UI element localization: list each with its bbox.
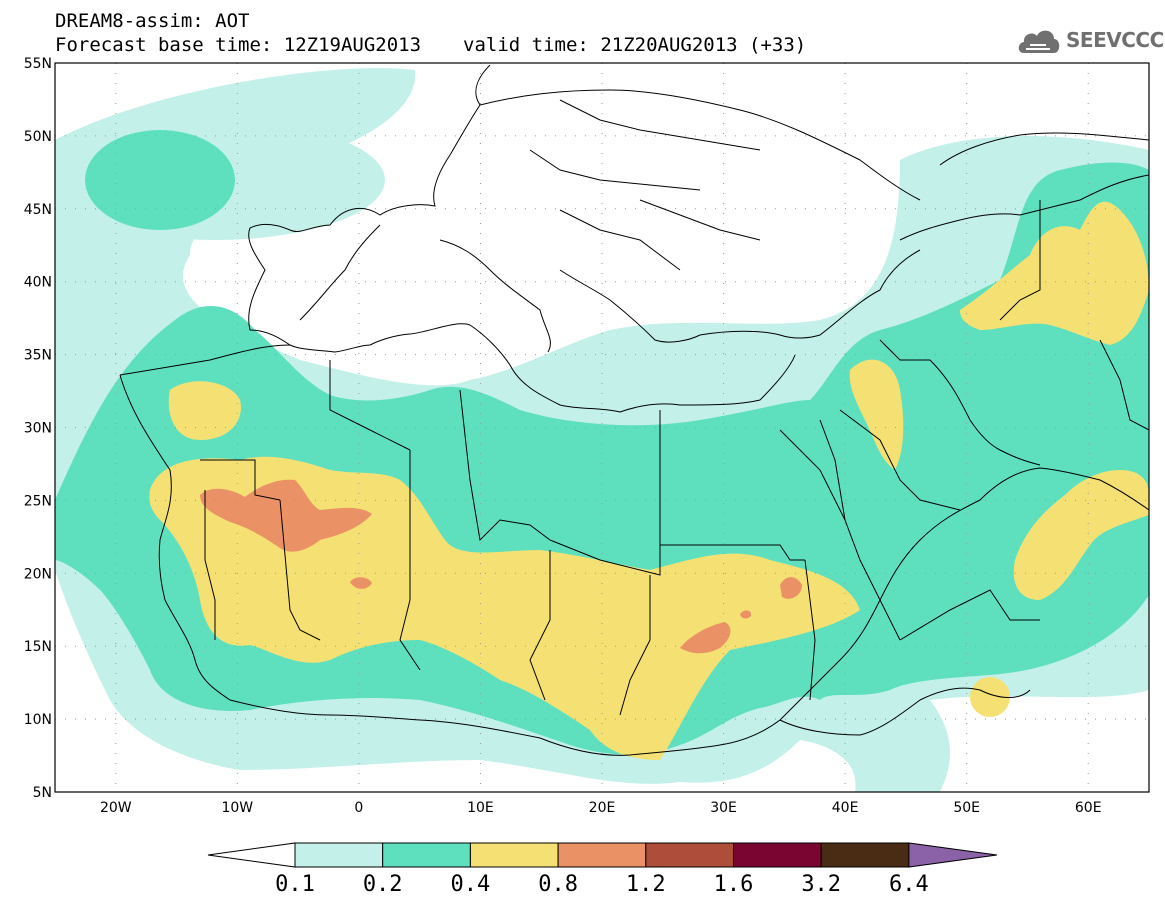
colorbar-level-label: 6.4 <box>889 872 929 897</box>
latitude-label: 20N <box>24 566 52 582</box>
colorbar-labels: 0.1 0.2 0.4 0.8 1.2 1.6 3.2 6.4 <box>275 872 929 897</box>
latitude-label: 45N <box>24 202 52 218</box>
colorbar-level-label: 1.2 <box>626 872 666 897</box>
latitude-labels: 55N 50N 45N 40N 35N 30N 25N 20N 15N 10N 5N <box>24 56 52 801</box>
longitude-label: 0 <box>354 800 363 816</box>
colorbar-over-triangle <box>908 842 997 868</box>
latitude-label: 25N <box>24 493 52 509</box>
longitude-label: 30E <box>710 800 737 816</box>
colorbar-segment <box>469 842 559 868</box>
longitude-label: 10E <box>467 800 494 816</box>
colorbar-level-label: 0.4 <box>451 872 491 897</box>
colorbar-segment <box>820 842 910 868</box>
colorbar-segment <box>645 842 734 868</box>
longitude-label: 20E <box>589 800 616 816</box>
colorbar-level-label: 0.8 <box>538 872 578 897</box>
colorbar <box>207 842 997 868</box>
longitude-label: 10W <box>221 800 253 816</box>
map-frame <box>54 62 1150 793</box>
longitude-labels: 20W 10W 0 10E 20E 30E 40E 50E 60E <box>100 800 1102 816</box>
colorbar-segment <box>733 842 822 868</box>
latitude-label: 5N <box>33 785 52 801</box>
latitude-label: 35N <box>24 348 52 364</box>
colorbar-level-label: 3.2 <box>801 872 841 897</box>
latitude-label: 50N <box>24 129 52 145</box>
latitude-label: 40N <box>24 275 52 291</box>
coastlines-and-borders <box>119 64 1149 756</box>
cloud-icon <box>1018 30 1060 53</box>
colorbar-level-label: 1.6 <box>714 872 754 897</box>
longitude-label: 60E <box>1075 800 1102 816</box>
latitude-label: 10N <box>24 712 52 728</box>
aot-fields <box>55 68 1149 792</box>
aot-band-0.8-1.2 <box>200 479 802 654</box>
logo-text: SEEVCCC <box>1066 28 1164 52</box>
forecast-base-time: Forecast base time: 12Z19AUG2013 <box>55 34 422 56</box>
colorbar-level-label: 0.2 <box>363 872 403 897</box>
valid-time: valid time: 21Z20AUG2013 (+33) <box>463 34 807 56</box>
colorbar-segment <box>294 842 384 868</box>
colorbar-segment <box>382 842 471 868</box>
longitude-label: 40E <box>832 800 859 816</box>
map-subtitle: Forecast base time: 12Z19AUG2013 valid ti… <box>55 34 806 56</box>
longitude-label: 50E <box>953 800 980 816</box>
latitude-label: 15N <box>24 639 52 655</box>
map-title: DREAM8-assim: AOT <box>55 10 250 32</box>
seevccc-logo: SEEVCCC <box>1016 22 1164 58</box>
colorbar-under-triangle <box>207 842 296 868</box>
latitude-label: 55N <box>24 56 52 72</box>
colorbar-segment <box>557 842 647 868</box>
longitude-label: 20W <box>100 800 132 816</box>
colorbar-level-label: 0.1 <box>275 872 315 897</box>
latitude-label: 30N <box>24 421 52 437</box>
